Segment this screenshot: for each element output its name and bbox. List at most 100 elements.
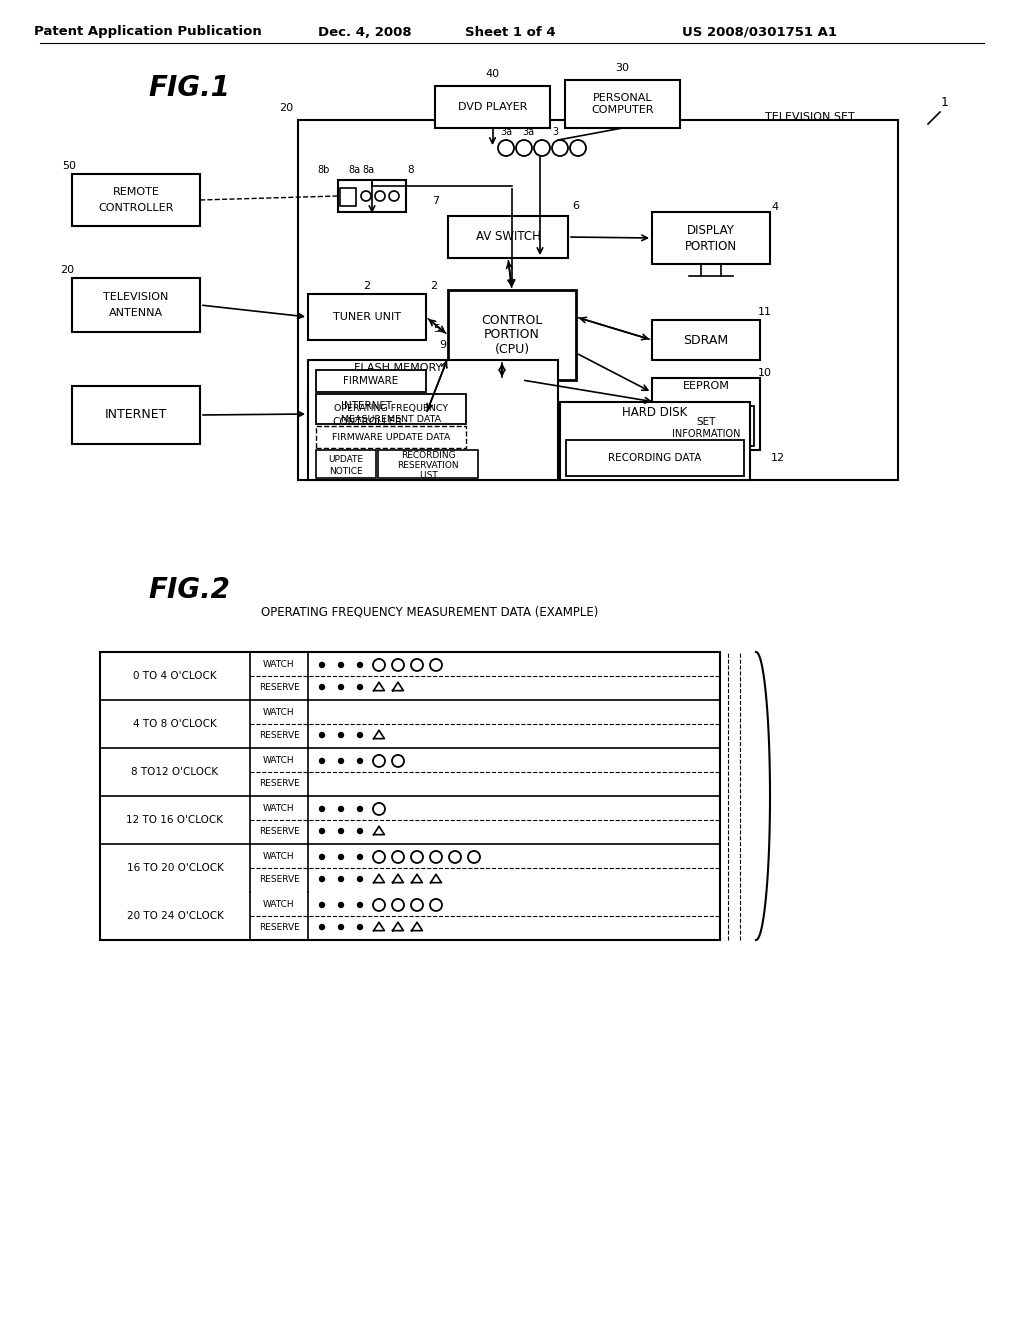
Text: EEPROM: EEPROM — [683, 381, 729, 391]
Text: 20: 20 — [279, 103, 293, 114]
Text: TELEVISION: TELEVISION — [103, 292, 169, 302]
Text: 8a: 8a — [361, 165, 374, 176]
Text: CONTROLLER: CONTROLLER — [332, 417, 402, 426]
Text: Sheet 1 of 4: Sheet 1 of 4 — [465, 25, 555, 38]
Text: TELEVISION SET: TELEVISION SET — [765, 112, 855, 121]
Text: RECORDING: RECORDING — [400, 451, 456, 461]
Text: 40: 40 — [485, 69, 500, 79]
Text: 30: 30 — [615, 63, 630, 73]
Text: 50: 50 — [62, 161, 76, 172]
Bar — [449, 216, 568, 257]
Bar — [316, 370, 426, 392]
Text: PORTION: PORTION — [484, 329, 540, 342]
Text: 12 TO 16 O'CLOCK: 12 TO 16 O'CLOCK — [127, 814, 223, 825]
Bar — [316, 393, 466, 424]
Bar — [658, 407, 754, 446]
Text: FIRMWARE UPDATE DATA: FIRMWARE UPDATE DATA — [332, 433, 451, 441]
Text: MEASUREMENT DATA: MEASUREMENT DATA — [341, 416, 441, 425]
Text: 3a: 3a — [500, 127, 512, 137]
Text: RESERVE: RESERVE — [259, 779, 299, 788]
Circle shape — [319, 663, 325, 668]
Text: ANTENNA: ANTENNA — [109, 308, 163, 318]
Text: 4 TO 8 O'CLOCK: 4 TO 8 O'CLOCK — [133, 719, 217, 729]
Text: 1: 1 — [941, 95, 949, 108]
Circle shape — [319, 925, 325, 929]
Text: 20 TO 24 O'CLOCK: 20 TO 24 O'CLOCK — [127, 911, 223, 921]
Text: RESERVE: RESERVE — [259, 730, 299, 739]
Bar — [316, 426, 466, 447]
Text: COMPUTER: COMPUTER — [591, 106, 653, 115]
Circle shape — [357, 663, 362, 668]
Circle shape — [339, 925, 343, 929]
Text: Dec. 4, 2008: Dec. 4, 2008 — [318, 25, 412, 38]
Circle shape — [357, 903, 362, 907]
Text: LIST: LIST — [419, 471, 437, 480]
Text: FIG.1: FIG.1 — [148, 74, 229, 102]
Bar — [566, 440, 744, 477]
Text: FLASH MEMORY: FLASH MEMORY — [354, 363, 442, 374]
Text: DISPLAY: DISPLAY — [687, 223, 735, 236]
Text: HARD DISK: HARD DISK — [623, 405, 688, 418]
Text: 20: 20 — [60, 265, 74, 275]
Text: WATCH: WATCH — [263, 709, 295, 718]
Circle shape — [339, 876, 343, 882]
Text: WATCH: WATCH — [263, 660, 295, 669]
Text: 11: 11 — [758, 308, 772, 317]
Bar — [100, 652, 720, 940]
Circle shape — [319, 807, 325, 812]
Circle shape — [339, 829, 343, 833]
Circle shape — [357, 876, 362, 882]
Text: DVD PLAYER: DVD PLAYER — [458, 102, 527, 112]
Circle shape — [339, 807, 343, 812]
Text: 8: 8 — [408, 165, 415, 176]
Text: NOTICE: NOTICE — [329, 466, 362, 475]
Text: WATCH: WATCH — [263, 804, 295, 813]
Circle shape — [357, 807, 362, 812]
Text: PORTION: PORTION — [685, 239, 737, 252]
Circle shape — [319, 854, 325, 859]
Circle shape — [319, 903, 325, 907]
Bar — [72, 279, 200, 333]
Circle shape — [357, 733, 362, 738]
Text: SDRAM: SDRAM — [683, 334, 728, 346]
Circle shape — [339, 759, 343, 763]
Text: WATCH: WATCH — [263, 900, 295, 909]
Text: TUNER UNIT: TUNER UNIT — [333, 312, 401, 322]
Text: FIG.2: FIG.2 — [148, 576, 229, 605]
Text: CONTROLLER: CONTROLLER — [98, 203, 174, 213]
Circle shape — [319, 733, 325, 738]
Text: 7: 7 — [432, 195, 439, 206]
Circle shape — [339, 685, 343, 689]
Circle shape — [319, 829, 325, 833]
Bar — [378, 450, 478, 478]
Text: INFORMATION: INFORMATION — [672, 429, 740, 440]
Text: INTERNET: INTERNET — [341, 401, 392, 411]
Circle shape — [357, 759, 362, 763]
Text: INTERNET: INTERNET — [104, 408, 167, 421]
Text: 0 TO 4 O'CLOCK: 0 TO 4 O'CLOCK — [133, 671, 217, 681]
Text: SET: SET — [696, 417, 716, 426]
Bar — [652, 213, 770, 264]
Circle shape — [339, 733, 343, 738]
Circle shape — [357, 829, 362, 833]
Bar — [308, 392, 426, 436]
Text: WATCH: WATCH — [263, 853, 295, 862]
Text: 8 TO12 O'CLOCK: 8 TO12 O'CLOCK — [131, 767, 218, 777]
Bar — [435, 86, 550, 128]
Text: RESERVE: RESERVE — [259, 875, 299, 883]
Text: (CPU): (CPU) — [495, 342, 529, 355]
Bar — [652, 378, 760, 450]
Text: RESERVE: RESERVE — [259, 923, 299, 932]
Text: 2: 2 — [364, 281, 371, 290]
Circle shape — [319, 759, 325, 763]
Text: RESERVE: RESERVE — [259, 682, 299, 692]
Text: 3a: 3a — [522, 127, 535, 137]
Text: 8b: 8b — [317, 165, 330, 176]
Text: Patent Application Publication: Patent Application Publication — [34, 25, 262, 38]
Circle shape — [339, 903, 343, 907]
Circle shape — [339, 663, 343, 668]
Text: REMOTE: REMOTE — [113, 187, 160, 197]
Text: US 2008/0301751 A1: US 2008/0301751 A1 — [683, 25, 838, 38]
Circle shape — [339, 854, 343, 859]
Text: AV SWITCH: AV SWITCH — [475, 231, 541, 243]
